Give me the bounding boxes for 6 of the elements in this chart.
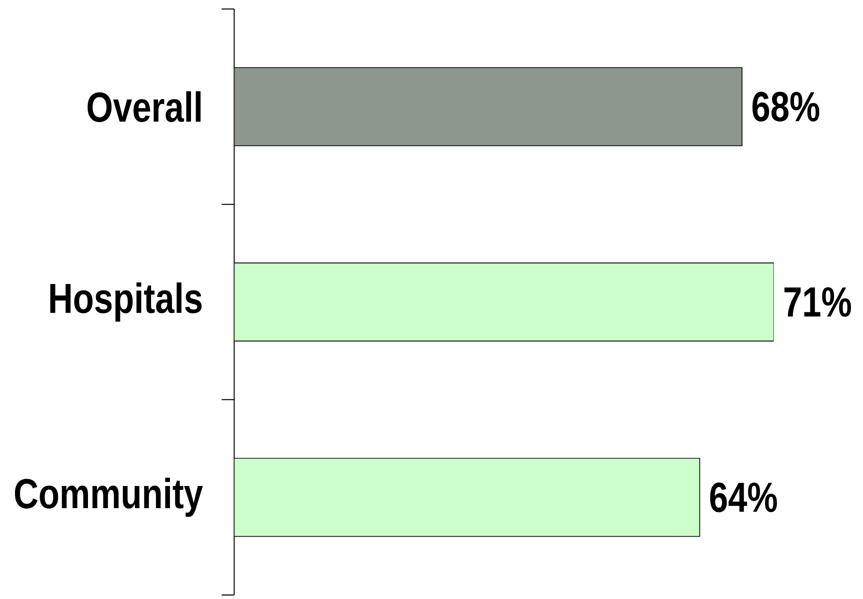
- y-tick-label: Community: [14, 478, 203, 517]
- y-tick-label: Hospitals: [50, 282, 202, 322]
- data-label: 68%: [752, 92, 820, 122]
- data-label: 71%: [784, 287, 851, 317]
- data-label: 64%: [710, 482, 777, 512]
- y-tick-label: Overall: [88, 91, 201, 122]
